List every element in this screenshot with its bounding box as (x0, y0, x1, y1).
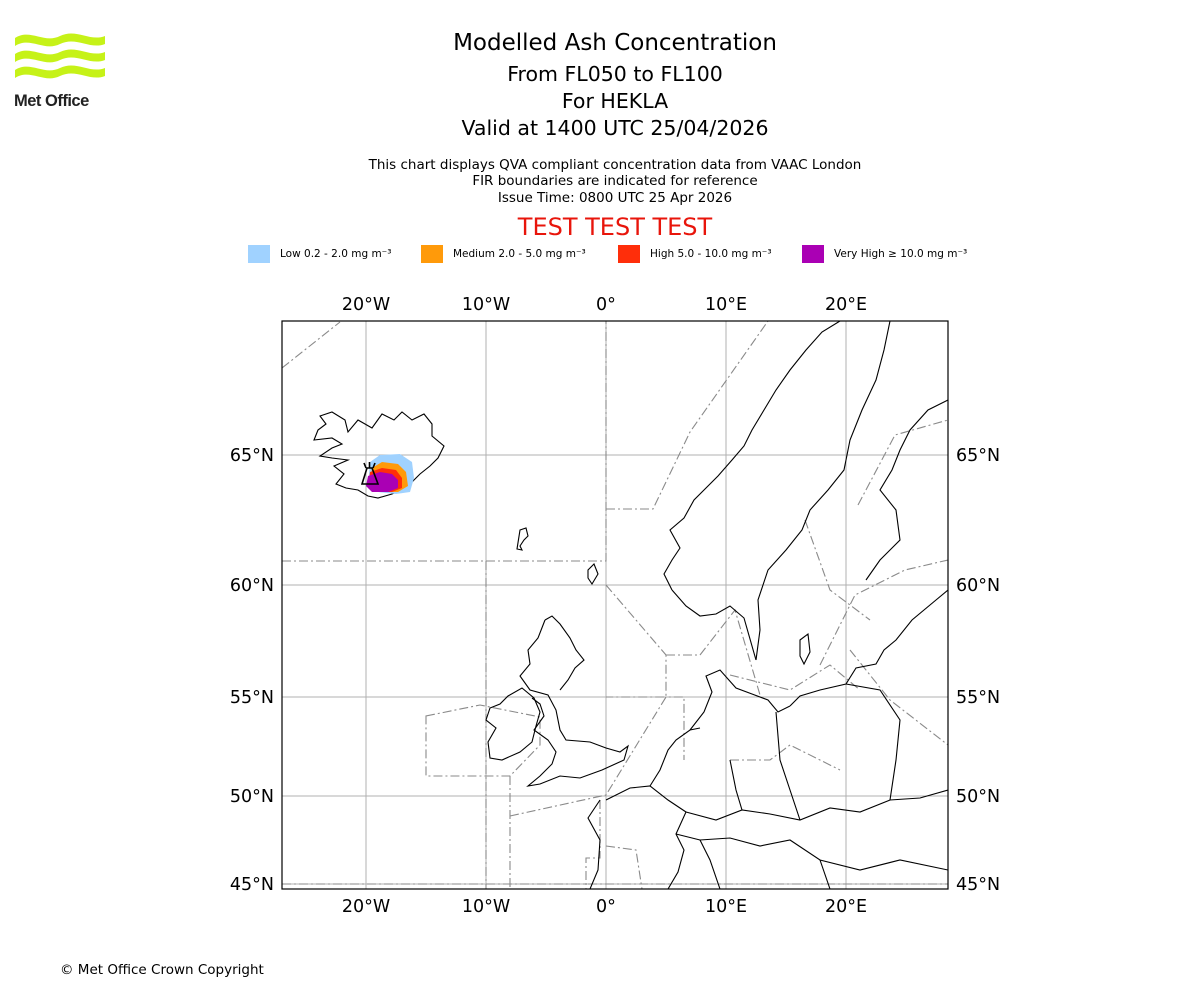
copyright: © Met Office Crown Copyright (60, 962, 264, 978)
fir-note: FIR boundaries are indicated for referen… (472, 173, 758, 189)
lat-tick-right: 55°N (956, 688, 1000, 708)
lat-tick-right: 60°N (956, 576, 1000, 596)
longitude-ticks-bottom: 20°W 10°W 0° 10°E 20°E (342, 897, 867, 917)
norway-south (671, 589, 757, 661)
valid-time: Valid at 1400 UTC 25/04/2026 (461, 116, 769, 140)
graticule (282, 321, 948, 889)
ireland (485, 687, 541, 761)
lat-tick-left: 60°N (230, 576, 274, 596)
france (605, 785, 687, 889)
bay-of-biscay (587, 799, 601, 889)
lon-tick-top: 0° (596, 295, 616, 315)
lon-tick-top: 20°W (342, 295, 390, 315)
longitude-ticks-top: 20°W 10°W 0° 10°E 20°E (342, 295, 867, 315)
legend-item-high: High 5.0 - 10.0 mg m⁻³ (618, 244, 772, 263)
lon-tick-top: 20°E (825, 295, 867, 315)
lon-tick-bottom: 0° (596, 897, 616, 917)
legend-label-very-high: Very High ≥ 10.0 mg m⁻³ (834, 247, 968, 260)
lon-tick-bottom: 20°W (342, 897, 390, 917)
benelux (649, 727, 701, 787)
gotland (799, 632, 811, 666)
sweden (755, 321, 891, 661)
scotland (544, 615, 585, 691)
baltic-coast (789, 589, 948, 707)
legend-item-very-high: Very High ≥ 10.0 mg m⁻³ (802, 244, 967, 263)
lat-tick-right: 65°N (956, 446, 1000, 466)
chart-title: Modelled Ash Concentration (453, 30, 777, 56)
legend-swatch-medium (421, 244, 443, 263)
ash-very-high-area (366, 472, 398, 492)
lon-tick-top: 10°W (462, 295, 510, 315)
lon-tick-top: 10°E (705, 295, 747, 315)
central-europe-border-3 (775, 711, 801, 821)
north-germany-denmark (689, 669, 791, 731)
lat-tick-left: 55°N (230, 688, 274, 708)
great-britain (519, 619, 629, 787)
balkans (819, 859, 831, 889)
ash-cloud (360, 454, 414, 494)
lat-tick-left: 65°N (230, 446, 274, 466)
lon-tick-bottom: 20°E (825, 897, 867, 917)
met-office-wave-icon (15, 33, 105, 79)
central-europe-border-4 (845, 683, 901, 801)
lat-tick-left: 50°N (230, 787, 274, 807)
legend-label-low: Low 0.2 - 2.0 mg m⁻³ (280, 247, 392, 260)
test-banner: TEST TEST TEST (517, 213, 713, 241)
central-europe-border-1 (685, 789, 948, 821)
latitude-ticks-left: 65°N 60°N 55°N 50°N 45°N (230, 446, 274, 895)
issue-time: Issue Time: 0800 UTC 25 Apr 2026 (497, 190, 733, 206)
norway (663, 321, 841, 591)
italy (699, 839, 721, 889)
lat-tick-right: 45°N (956, 875, 1000, 895)
legend-item-medium: Medium 2.0 - 5.0 mg m⁻³ (421, 244, 586, 263)
coastlines (313, 321, 948, 889)
met-office-logo-text: Met Office (14, 92, 89, 110)
lat-tick-left: 45°N (230, 875, 274, 895)
finland (865, 399, 948, 581)
faroe-islands (516, 527, 529, 551)
legend-swatch-high (618, 244, 640, 263)
fir-boundaries (282, 321, 948, 889)
central-europe-border-2 (729, 759, 743, 811)
volcano-icon (360, 462, 380, 485)
shetland (587, 563, 599, 586)
legend-item-low: Low 0.2 - 2.0 mg m⁻³ (248, 244, 391, 263)
lon-tick-bottom: 10°E (705, 897, 747, 917)
legend-label-high: High 5.0 - 10.0 mg m⁻³ (650, 247, 772, 260)
latitude-ticks-right: 65°N 60°N 55°N 50°N 45°N (956, 446, 1000, 895)
qva-note: This chart displays QVA compliant concen… (368, 157, 862, 173)
lon-tick-bottom: 10°W (462, 897, 510, 917)
legend-swatch-very-high (802, 244, 824, 263)
lat-tick-right: 50°N (956, 787, 1000, 807)
legend-swatch-low (248, 244, 270, 263)
alps-border (675, 833, 948, 871)
flight-level-range: From FL050 to FL100 (507, 62, 723, 86)
map-frame (281, 320, 949, 890)
legend-label-medium: Medium 2.0 - 5.0 mg m⁻³ (453, 247, 586, 260)
volcano-name: For HEKLA (561, 89, 669, 113)
met-office-logo: Met Office (14, 30, 114, 112)
